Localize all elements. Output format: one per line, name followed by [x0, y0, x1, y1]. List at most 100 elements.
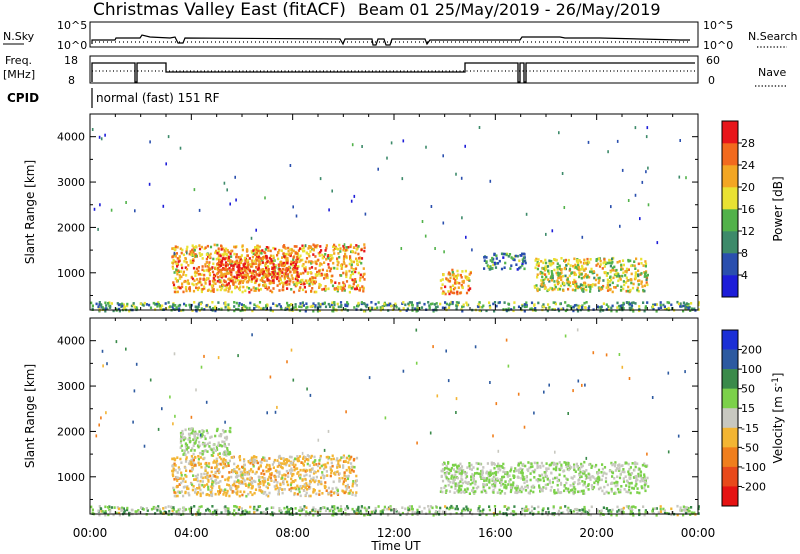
- velocity-cell: [401, 511, 404, 515]
- power-cell: [578, 268, 581, 271]
- power-cell: [498, 301, 501, 304]
- velocity-cell: [545, 469, 548, 472]
- power-cell: [248, 269, 251, 273]
- velocity-cell: [222, 460, 225, 463]
- velocity-cell: [566, 508, 569, 512]
- velocity-cell: [236, 492, 239, 496]
- velocity-cell: [249, 505, 252, 509]
- velocity-cell: [377, 505, 380, 508]
- velocity-cell: [267, 469, 270, 473]
- power-cell: [645, 170, 647, 174]
- velocity-cell: [206, 442, 209, 446]
- velocity-cell: [248, 478, 251, 482]
- power-cell: [630, 281, 633, 285]
- power-cell: [566, 278, 569, 281]
- velocity-cell: [183, 436, 186, 439]
- velocity-cell: [176, 471, 179, 474]
- power-cell: [243, 256, 247, 260]
- velocity-cell: [646, 511, 649, 515]
- velocity-cell: [173, 458, 176, 462]
- power-cell: [311, 282, 314, 286]
- power-cell: [281, 256, 284, 259]
- power-cell: [343, 262, 346, 265]
- velocity-cell: [181, 429, 184, 433]
- power-cell: [227, 250, 230, 254]
- velocity-cell: [192, 485, 195, 488]
- velocity-cell: [594, 465, 597, 469]
- power-cell: [329, 258, 333, 261]
- power-cell: [315, 262, 318, 266]
- velocity-cell: [547, 510, 550, 514]
- power-cell: [296, 265, 299, 268]
- velocity-cell: [306, 488, 309, 491]
- velocity-cell: [252, 456, 255, 460]
- power-cell: [193, 248, 196, 252]
- velocity-cell: [537, 479, 540, 483]
- power-cell: [255, 266, 258, 269]
- power-cell: [350, 266, 353, 270]
- power-cell: [295, 245, 298, 248]
- velocity-cell: [309, 456, 312, 459]
- power-cell: [631, 286, 635, 290]
- power-cell: [583, 258, 586, 262]
- velocity-cell: [550, 471, 553, 475]
- velocity-cell: [291, 461, 294, 465]
- velocity-cell: [299, 485, 302, 488]
- power-cell: [230, 290, 233, 294]
- velocity-cell: [646, 476, 649, 480]
- velocity-cell: [477, 462, 480, 465]
- power-cell: [139, 302, 142, 305]
- velocity-cell: [288, 508, 291, 511]
- power-cell: [521, 252, 524, 256]
- power-cell: [599, 259, 602, 263]
- power-cell: [198, 272, 201, 276]
- power-cell: [235, 255, 238, 259]
- velocity-cell: [576, 511, 579, 515]
- power-cell: [448, 303, 451, 307]
- power-cell: [572, 305, 575, 309]
- power-cell: [157, 301, 160, 304]
- velocity-cell: [415, 512, 418, 515]
- velocity-cell: [481, 469, 484, 472]
- velocity-cell: [493, 463, 496, 466]
- power-cell: [221, 259, 224, 263]
- velocity-cell: [331, 505, 334, 508]
- velocity-cell: [439, 506, 442, 510]
- velocity-cell: [222, 452, 225, 456]
- velocity-cell: [320, 482, 323, 486]
- velocity-cell: [330, 469, 333, 473]
- power-cell: [563, 266, 567, 270]
- power-cell: [304, 309, 307, 313]
- velocity-cell: [258, 479, 261, 482]
- power-cell: [571, 281, 575, 284]
- power-cell: [276, 284, 279, 287]
- velocity-cell: [553, 490, 556, 493]
- power-cell: [684, 303, 687, 307]
- velocity-cell: [233, 509, 236, 512]
- velocity-cell: [332, 491, 336, 495]
- power-cell: [354, 280, 357, 284]
- power-cell: [287, 250, 290, 253]
- velocity-cell: [469, 467, 472, 471]
- power-cell: [366, 303, 369, 307]
- power-cell: [149, 140, 151, 144]
- velocity-cell: [324, 485, 327, 489]
- power-cell: [420, 306, 424, 309]
- velocity-cell: [535, 478, 538, 482]
- velocity-cell: [636, 462, 639, 465]
- power-cell: [312, 280, 315, 284]
- power-cell: [350, 199, 353, 203]
- power-cell: [234, 286, 237, 290]
- power-cell: [559, 302, 562, 306]
- power-cell: [394, 302, 397, 306]
- power-cell: [572, 264, 575, 268]
- velocity-cell: [344, 459, 347, 463]
- power-cell: [493, 252, 496, 256]
- velocity-cell: [525, 509, 528, 512]
- power-cell: [444, 292, 447, 296]
- velocity-cell: [312, 463, 316, 467]
- velocity-cell: [616, 487, 620, 491]
- velocity-cell: [339, 505, 343, 508]
- power-cell: [363, 272, 366, 276]
- velocity-cell: [630, 505, 633, 509]
